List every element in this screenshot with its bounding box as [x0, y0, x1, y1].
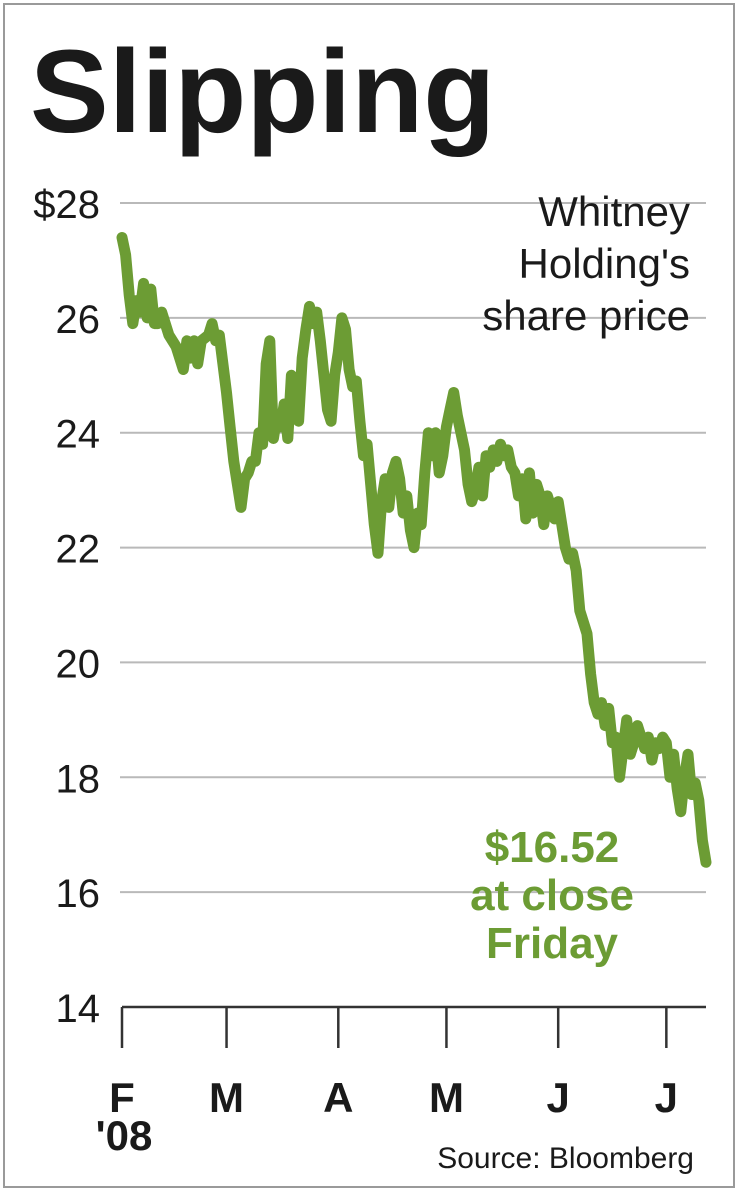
y-axis-tick-labels: $28 26 24 22 20 18 16 14	[33, 183, 100, 1031]
y-tick-label: 14	[56, 987, 101, 1031]
chart-frame	[3, 3, 735, 1188]
subtitle-line-1: Whitney	[538, 188, 690, 235]
x-tick-label: M	[209, 1074, 244, 1121]
x-tick-label: J	[655, 1074, 678, 1121]
subtitle-line-2: Holding's	[519, 240, 690, 287]
y-tick-label: $28	[33, 183, 100, 227]
chart-title: Slipping	[30, 26, 495, 158]
gridlines	[120, 202, 706, 894]
share-price-line	[116, 232, 712, 868]
annotation-line-1: $16.52	[485, 823, 620, 872]
y-tick-label: 24	[56, 413, 101, 457]
y-tick-label: 22	[56, 528, 101, 572]
source-note: Source: Bloomberg	[437, 1142, 694, 1175]
x-tick-label: A	[323, 1074, 353, 1121]
y-tick-label: 18	[56, 757, 101, 801]
y-tick-label: 26	[56, 298, 101, 342]
x-tick-label: F	[109, 1074, 135, 1121]
x-tick-label: J	[547, 1074, 570, 1121]
y-tick-label: 20	[56, 642, 101, 686]
annotation-line-2: at close	[470, 871, 634, 920]
x-tick-label: M	[429, 1074, 464, 1121]
subtitle-line-3: share price	[482, 292, 690, 339]
y-tick-label: 16	[56, 872, 101, 916]
x-year-label: '08	[96, 1112, 153, 1159]
annotation-line-3: Friday	[486, 919, 619, 968]
